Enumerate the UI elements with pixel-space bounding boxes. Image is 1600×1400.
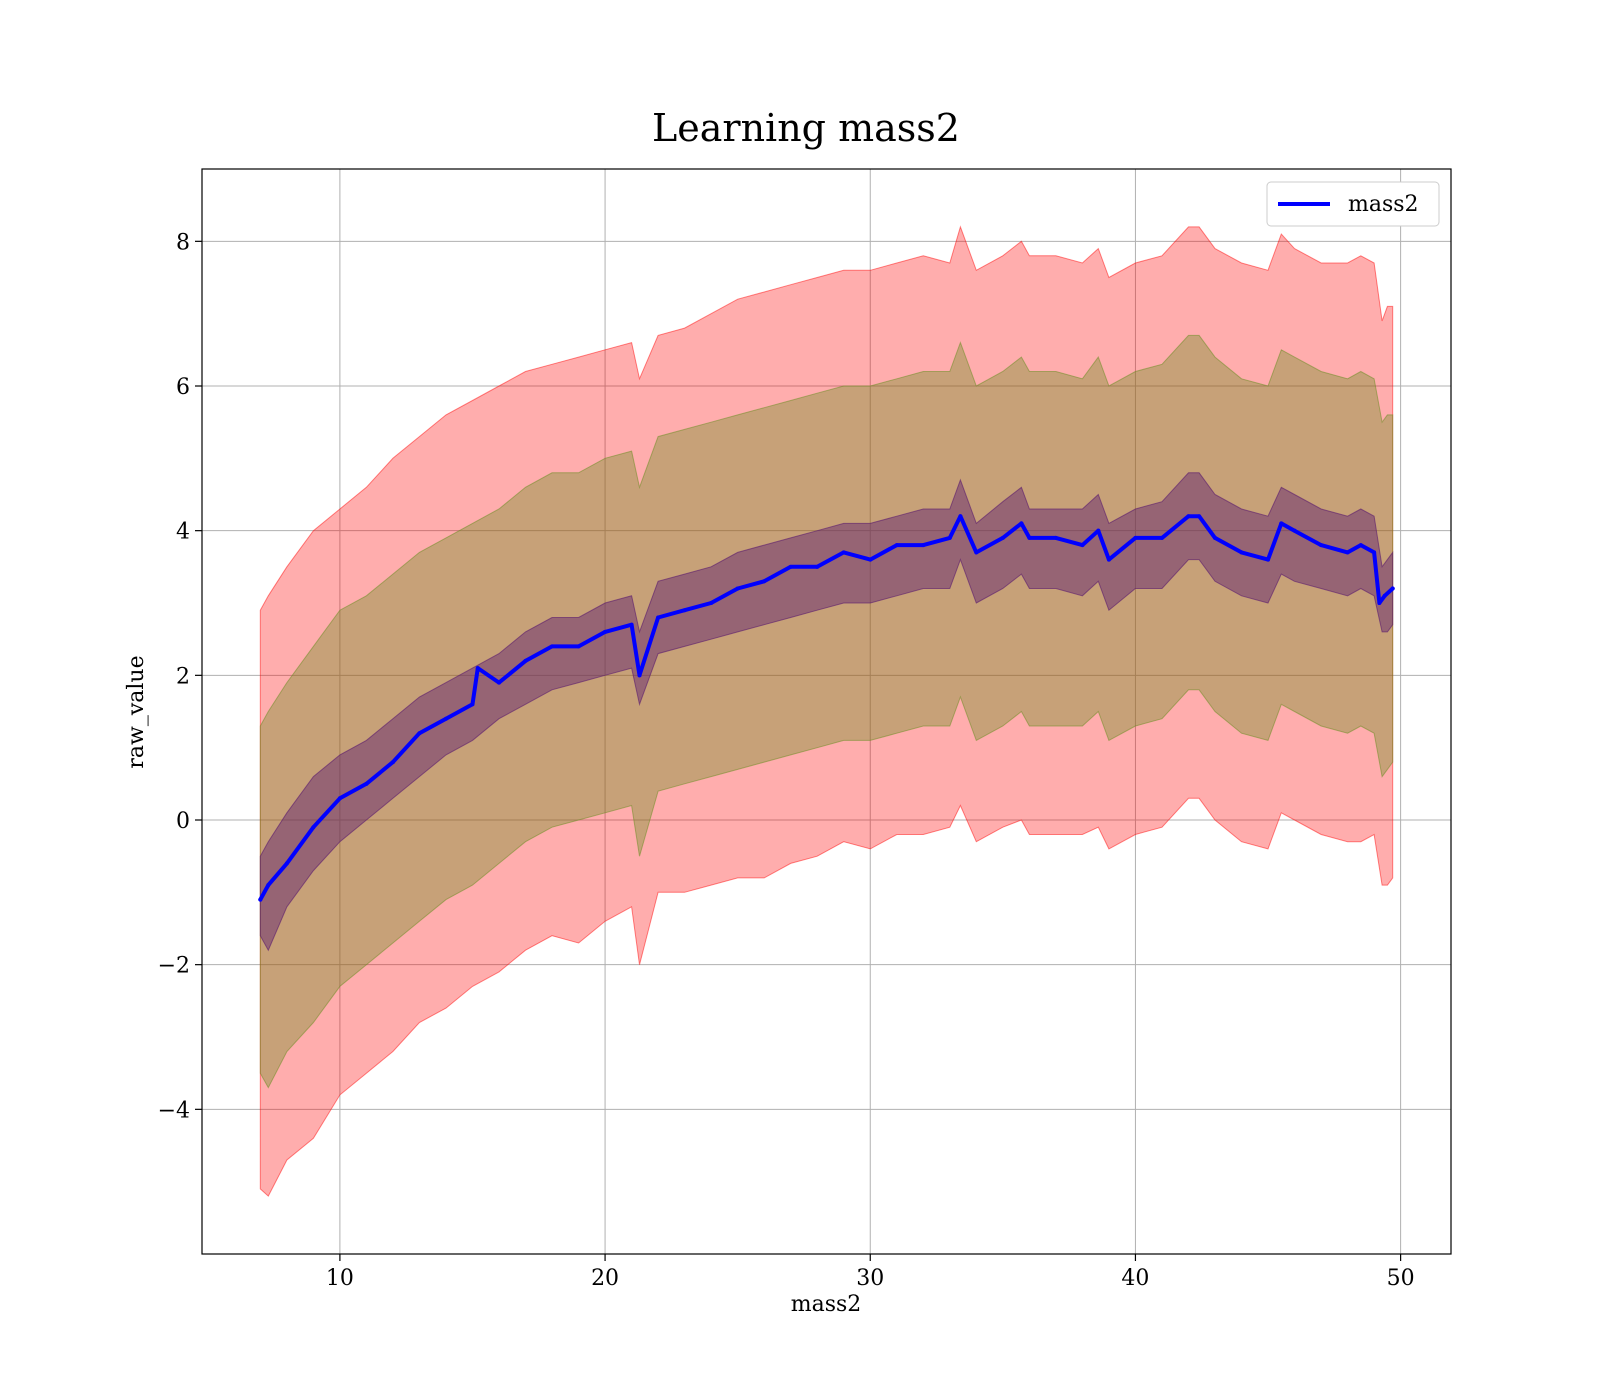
data-point-mass2-36 [1080, 543, 1085, 548]
x-axis-label: mass2 [791, 1292, 862, 1317]
data-point-mass2-30 [958, 514, 963, 519]
data-point-mass2-50 [1358, 543, 1363, 548]
data-point-mass2-49 [1345, 550, 1350, 555]
data-point-mass2-54 [1390, 586, 1395, 591]
data-point-mass2-9 [470, 702, 475, 707]
grid [202, 169, 1451, 1254]
data-point-mass2-12 [523, 658, 528, 663]
data-point-mass2-31 [974, 550, 979, 555]
data-point-mass2-45 [1266, 557, 1271, 562]
data-point-mass2-28 [921, 543, 926, 548]
x-tick-label-1: 20 [591, 1266, 619, 1291]
data-point-mass2-32 [1000, 535, 1005, 540]
plot-background [202, 169, 1451, 1254]
y-tick-label-4: 4 [176, 520, 190, 545]
data-point-mass2-11 [497, 680, 502, 685]
plot-frame [201, 168, 1452, 1255]
data-point-mass2-17 [637, 673, 642, 678]
data-point-mass2-3 [311, 825, 316, 830]
data-point-mass2-1 [266, 883, 271, 888]
data-point-mass2-6 [390, 760, 395, 765]
data-point-mass2-51 [1372, 550, 1377, 555]
y-tick-label-6: 8 [176, 230, 190, 255]
data-point-mass2-46 [1279, 521, 1284, 526]
y-axis-label: raw_value [124, 655, 149, 768]
data-point-mass2-53 [1382, 593, 1387, 598]
y-tick-label-2: 0 [176, 809, 190, 834]
confidence-bands [259, 225, 1394, 1197]
data-point-mass2-39 [1133, 535, 1138, 540]
data-point-mass2-43 [1212, 535, 1217, 540]
y-tick-label-5: 6 [176, 375, 190, 400]
x-tick-label-3: 40 [1121, 1266, 1149, 1291]
data-point-mass2-38 [1106, 557, 1111, 562]
data-point-mass2-14 [576, 644, 581, 649]
data-point-mass2-41 [1186, 514, 1191, 519]
data-point-mass2-34 [1027, 535, 1032, 540]
y-tick-label-3: 2 [176, 664, 190, 689]
data-point-mass2-33 [1019, 521, 1024, 526]
data-point-mass2-48 [1319, 543, 1324, 548]
data-point-mass2-44 [1239, 550, 1244, 555]
data-point-mass2-52 [1377, 601, 1382, 605]
data-point-mass2-26 [868, 557, 873, 562]
legend-label-mass2: mass2 [1348, 192, 1419, 217]
data-point-mass2-19 [682, 608, 687, 613]
data-point-mass2-24 [815, 564, 820, 569]
y-tick-label-1: −2 [158, 954, 190, 979]
x-axis-ticks: 10 20 30 40 50 [326, 1254, 1415, 1291]
data-point-mass2-0 [258, 897, 263, 902]
data-point-mass2-23 [788, 564, 793, 569]
x-tick-label-2: 30 [856, 1266, 884, 1291]
data-point-mass2-10 [475, 666, 480, 671]
data-point-mass2-22 [762, 579, 767, 584]
data-point-mass2-27 [894, 543, 899, 548]
data-point-mass2-40 [1159, 535, 1164, 540]
legend-box [1266, 181, 1440, 227]
y-tick-label-0: −4 [158, 1098, 190, 1123]
data-point-mass2-42 [1197, 514, 1202, 519]
data-point-mass2-29 [947, 535, 952, 540]
band-1 [259, 225, 1394, 1197]
data-point-mass2-7 [417, 731, 422, 736]
data-point-mass2-21 [735, 586, 740, 591]
data-point-mass2-5 [364, 781, 369, 786]
chart-title: Learning mass2 [652, 106, 960, 150]
data-point-mass2-47 [1292, 528, 1297, 533]
data-point-mass2-4 [337, 796, 342, 801]
data-point-mass2-20 [709, 601, 714, 605]
data-point-mass2-37 [1096, 528, 1101, 533]
data-point-mass2-8 [443, 716, 448, 721]
data-point-mass2-18 [656, 615, 661, 620]
data-point-mass2-13 [550, 644, 555, 649]
data-point-mass2-2 [284, 861, 289, 866]
data-point-mass2-16 [629, 622, 634, 627]
series-lines [258, 514, 1395, 902]
plot-area [201, 168, 1452, 1255]
y-axis-ticks: −4 −2 0 2 4 6 8 [158, 230, 202, 1123]
x-tick-label-4: 50 [1387, 1266, 1415, 1291]
data-point-mass2-15 [603, 629, 608, 634]
data-point-mass2-25 [841, 550, 846, 555]
x-tick-label-0: 10 [326, 1266, 354, 1291]
legend: mass2 [1266, 181, 1440, 227]
band-3 [259, 472, 1394, 952]
data-point-mass2-35 [1053, 535, 1058, 540]
